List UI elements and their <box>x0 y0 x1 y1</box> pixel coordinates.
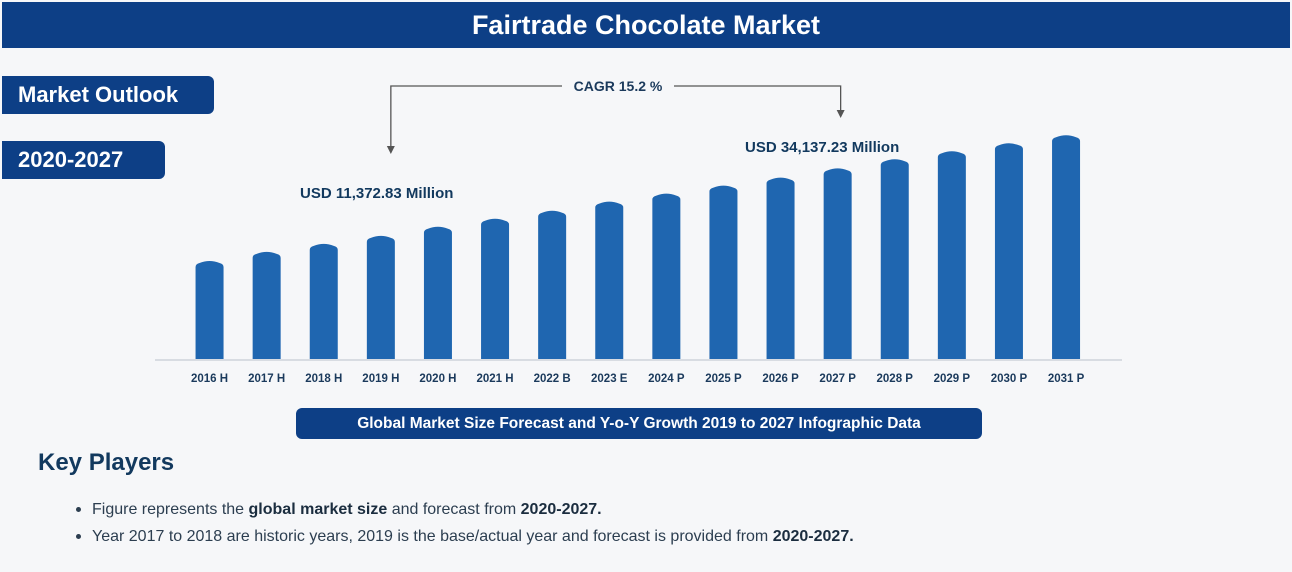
x-tick-label: 2031 P <box>1048 373 1085 385</box>
start-value-label: USD 11,372.83 Million <box>300 185 453 202</box>
note-bold: 2020-2027. <box>772 528 854 545</box>
x-tick-label: 2017 H <box>248 373 285 385</box>
x-tick-label: 2026 P <box>762 373 799 385</box>
bar-2027-p <box>823 168 852 359</box>
x-tick-label: 2022 B <box>534 373 571 385</box>
end-value-label: USD 34,137.23 Million <box>745 139 899 156</box>
x-tick-label: 2020 H <box>419 373 456 385</box>
note-text: Figure represents the <box>92 501 249 518</box>
note-item: Year 2017 to 2018 are historic years, 20… <box>74 523 854 550</box>
cagr-label-background <box>562 76 674 96</box>
bar-2030-p <box>994 143 1023 359</box>
bar-2026-p <box>766 177 795 359</box>
key-players-title: Key Players <box>38 449 175 476</box>
bar-2017-h <box>252 251 281 359</box>
cagr-arrow-right <box>836 110 845 118</box>
x-tick-label: 2028 P <box>877 373 914 385</box>
bar-2019-h <box>366 235 395 359</box>
page-title: Fairtrade Chocolate Market <box>2 2 1290 48</box>
market-outlook-tag: Market Outlook <box>2 76 214 114</box>
note-text: and forecast from <box>387 501 521 518</box>
bar-2025-p <box>709 185 738 359</box>
x-tick-label: 2030 P <box>991 373 1028 385</box>
bar-2022-b <box>538 210 567 359</box>
x-tick-label: 2029 P <box>934 373 971 385</box>
bar-group <box>195 135 1081 359</box>
cagr-label: CAGR 15.2 % <box>574 78 663 94</box>
x-tick-label: 2018 H <box>305 373 342 385</box>
bar-2020-h <box>423 226 452 359</box>
note-item: Figure represents the global market size… <box>74 496 854 523</box>
bar-2021-h <box>481 218 510 359</box>
note-bold: 2020-2027. <box>520 501 602 518</box>
bar-chart: 2016 H 2017 H 2018 H 2019 H 2020 H 2021 H 2022… <box>155 76 1122 385</box>
notes-list: Figure represents the global market size… <box>74 496 854 550</box>
x-tick-label: 2016 H <box>191 373 228 385</box>
x-tick-label: 2023 E <box>591 373 628 385</box>
cagr-arrow-left <box>386 146 395 154</box>
bar-2024-p <box>652 193 681 359</box>
x-tick-labels: 2016 H 2017 H 2018 H 2019 H 2020 H 2021 H 2022… <box>191 373 1085 385</box>
bar-2029-p <box>937 151 966 359</box>
note-bold: global market size <box>248 501 388 518</box>
x-tick-label: 2025 P <box>705 373 742 385</box>
bar-2023-e <box>595 201 624 359</box>
bar-2018-h <box>309 243 338 359</box>
period-tag: 2020-2027 <box>2 141 165 179</box>
note-text: Year 2017 to 2018 are historic years, 20… <box>92 528 773 545</box>
x-tick-label: 2021 H <box>477 373 514 385</box>
x-tick-label: 2019 H <box>362 373 399 385</box>
bar-2031-p <box>1052 135 1081 359</box>
chart-caption: Global Market Size Forecast and Y-o-Y Gr… <box>296 408 982 439</box>
bar-2016-h <box>195 261 224 359</box>
bar-2028-p <box>880 159 909 359</box>
x-tick-label: 2024 P <box>648 373 685 385</box>
x-tick-label: 2027 P <box>819 373 856 385</box>
